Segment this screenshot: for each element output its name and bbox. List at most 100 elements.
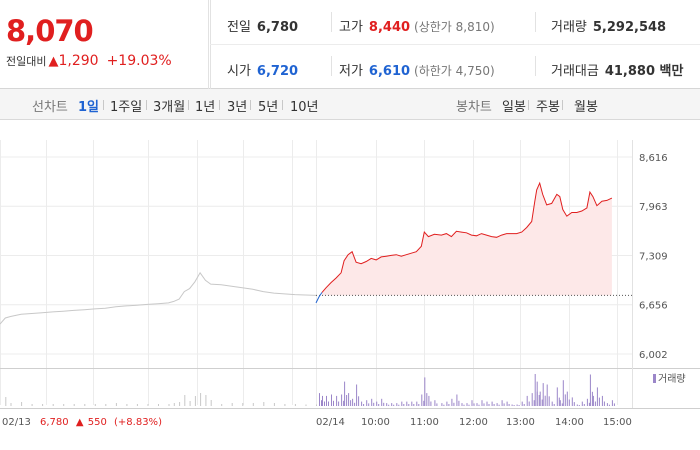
tab-weekly-candle[interactable]: 주봉	[536, 100, 560, 115]
volume-bar	[542, 383, 544, 406]
volume-bar	[341, 394, 343, 406]
change-label: 전일대비	[6, 55, 47, 68]
volume-bar	[363, 404, 365, 406]
tab-3years[interactable]: 3년	[227, 100, 248, 115]
volume-bar	[606, 403, 608, 406]
volume-bar	[200, 393, 202, 406]
upper-limit: (상한가 8,810)	[414, 20, 495, 34]
volume-bar	[322, 395, 323, 406]
volume-bar	[356, 384, 358, 406]
volume-bar	[596, 387, 598, 406]
prev-day-change-pct: (+8.83%)	[114, 417, 162, 428]
volume-bar	[205, 395, 207, 406]
tab-1week[interactable]: 1주일	[110, 100, 143, 115]
volume-bar	[194, 396, 196, 406]
today-opening-line	[315, 292, 323, 304]
volume-bar	[403, 404, 405, 406]
volume-bar	[10, 403, 12, 406]
today-area-fill	[322, 183, 612, 296]
volume-bar	[551, 401, 553, 406]
prev-close-stat: 전일 6,780	[227, 16, 298, 35]
volume-bar	[611, 400, 613, 406]
volume-bar	[284, 404, 286, 406]
volume-bar	[305, 404, 307, 406]
volume-bar	[411, 401, 413, 406]
high-label: 고가	[339, 20, 363, 35]
volume-bar	[473, 403, 475, 406]
tab-1day[interactable]: 1일	[78, 100, 100, 115]
prev-close-value: 6,780	[256, 20, 299, 35]
volume-bar	[526, 395, 528, 406]
volume-bar	[42, 404, 44, 406]
volume-bar	[463, 404, 465, 406]
price-tick-label: 7,963	[639, 202, 668, 213]
volume-bar	[456, 394, 458, 406]
intraday-chart: 8,616 7,963 7,309 6,656 6,002 거래량 02/14 10:00…	[0, 120, 700, 450]
low-value: 6,610	[368, 64, 411, 79]
volume-bar	[338, 401, 340, 406]
volume-bar	[561, 403, 563, 406]
volume-bar	[346, 395, 348, 406]
volume-bar	[506, 401, 508, 406]
x-tick-label: 10:00	[361, 417, 390, 428]
volume-bar	[471, 400, 473, 406]
volume-bar	[331, 394, 332, 406]
volume-bar	[533, 400, 535, 406]
candle-chart-label: 봉차트	[456, 100, 492, 115]
tab-5years[interactable]: 5년	[258, 100, 279, 115]
volume-bar	[354, 402, 356, 406]
volume-bar	[558, 397, 560, 406]
volume-bar	[503, 403, 505, 406]
volume-bar	[608, 404, 610, 406]
volume-bar	[538, 395, 540, 406]
change-amount: 1,290	[58, 53, 99, 69]
volume-bar	[436, 403, 438, 406]
prev-day-change: 550	[88, 417, 107, 428]
volume-bar	[373, 402, 375, 406]
quote-header: 8,070 전일대비 ▲1,290 +19.03% 전일 6,780 고가 8,440(…	[0, 0, 700, 89]
volume-bar	[406, 401, 408, 406]
volume-bar	[458, 400, 460, 406]
volume-value: 5,292,548	[592, 20, 667, 35]
volume-bar	[476, 403, 478, 406]
volume-bar	[511, 404, 513, 406]
volume-bar	[496, 403, 498, 406]
volume-bar	[586, 398, 588, 406]
prev-day-summary: 02/13 6,780 ▲ 550 (+8.83%)	[2, 417, 162, 428]
volume-bar	[231, 403, 233, 406]
volume-bar	[328, 401, 329, 406]
volume-bar	[333, 400, 334, 406]
volume-bar	[52, 404, 54, 406]
trade-value-label: 거래대금	[551, 64, 599, 79]
volume-bar	[583, 404, 585, 406]
trade-value: 41,880 백만	[604, 64, 684, 79]
volume-bar	[461, 403, 463, 406]
tab-daily-candle[interactable]: 일봉	[502, 100, 526, 115]
volume-bar	[393, 404, 395, 406]
volume-bar	[352, 398, 354, 406]
x-tick-label: 14:00	[555, 417, 584, 428]
volume-bar	[413, 404, 415, 406]
prev-day-date: 02/13	[2, 417, 31, 428]
volume-bar	[434, 400, 436, 406]
volume-bar	[350, 400, 352, 406]
volume-bar	[115, 403, 117, 406]
tab-10years[interactable]: 10년	[290, 100, 319, 115]
volume-bar	[559, 400, 561, 406]
today-price-line	[321, 181, 613, 293]
volume-bar	[94, 404, 96, 406]
tab-monthly-candle[interactable]: 월봉	[574, 100, 598, 115]
x-tick-label: 11:00	[410, 417, 439, 428]
tab-1year[interactable]: 1년	[195, 100, 216, 115]
high-stat: 고가 8,440 (상한가 8,810)	[339, 16, 495, 35]
tab-3months[interactable]: 3개월	[153, 100, 186, 115]
volume-bar	[189, 401, 191, 406]
volume-bar	[468, 404, 470, 406]
volume-bar	[568, 399, 570, 406]
trade-value-stat: 거래대금 41,880 백만	[551, 60, 683, 79]
volume-bar	[418, 404, 420, 406]
volume-bar	[430, 401, 432, 406]
volume-bar	[368, 403, 370, 406]
volume-bar	[210, 400, 212, 406]
volume-bar	[589, 374, 591, 406]
